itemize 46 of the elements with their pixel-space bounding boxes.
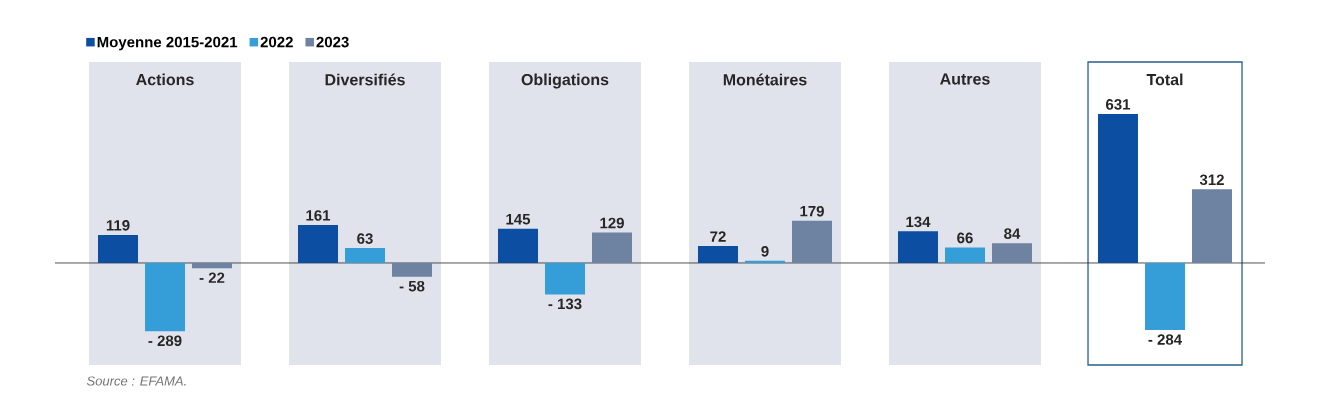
data-label: 119: [106, 220, 130, 231]
bar: [744, 260, 785, 263]
data-label: 161: [306, 210, 331, 221]
bar: [98, 234, 138, 263]
x-tick-label: Diversifiés: [325, 73, 405, 86]
legend-label: Moyenne 2015-2021: [97, 36, 238, 51]
data-label: 63: [357, 233, 373, 244]
data-label: 134: [906, 216, 931, 228]
bar: [591, 232, 632, 263]
bar: [1144, 262, 1185, 331]
bar: [1097, 113, 1138, 263]
x-tick-label: Monétaires: [723, 73, 807, 86]
legend-label: 2023: [316, 36, 349, 48]
x-tick-label: Obligations: [521, 73, 609, 89]
legend-label: 2022: [260, 36, 293, 48]
data-label: 84: [1004, 228, 1021, 239]
bar: [897, 231, 938, 263]
bar: [991, 243, 1032, 263]
source-note: Source : EFAMA.: [86, 376, 186, 386]
bar: [544, 262, 585, 295]
bar: [345, 248, 385, 263]
data-label: 129: [600, 217, 624, 229]
bar: [697, 245, 738, 263]
data-label: - 133: [548, 298, 582, 310]
data-label: - 22: [199, 272, 225, 283]
x-tick-label: Autres: [940, 73, 990, 85]
bar: [298, 224, 338, 263]
data-label: 631: [1106, 99, 1131, 110]
data-label: - 58: [399, 280, 425, 292]
data-label: - 284: [1148, 334, 1182, 345]
x-tick-label: Actions: [136, 73, 194, 86]
bar: [791, 220, 832, 263]
data-label: 179: [800, 205, 824, 217]
data-label: 66: [957, 232, 973, 244]
bar: [497, 228, 538, 263]
data-label: 312: [1199, 174, 1224, 186]
bar: [145, 262, 185, 332]
data-label: 145: [506, 214, 531, 225]
data-label: 72: [710, 231, 726, 242]
x-tick-label: Total: [1146, 73, 1183, 86]
data-label: - 289: [148, 335, 182, 347]
bar: [392, 262, 432, 277]
data-label: 9: [761, 246, 769, 257]
bar: [944, 247, 985, 263]
bar: [192, 262, 232, 269]
bar: [1191, 189, 1232, 263]
